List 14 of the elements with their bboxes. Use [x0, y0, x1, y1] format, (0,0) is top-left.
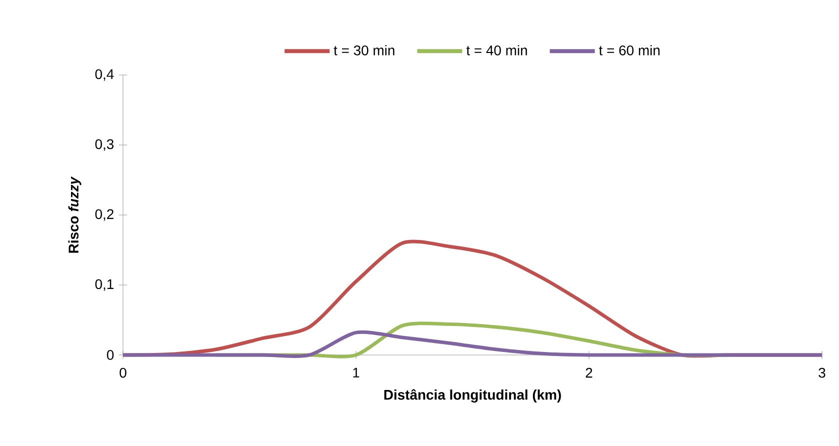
y-tick-label: 0 — [106, 350, 114, 360]
x-tick-label: 1 — [353, 368, 360, 378]
y-axis-title: Risco fuzzy — [68, 176, 82, 253]
y-tick-label: 0,1 — [95, 279, 114, 291]
y-tick-label: 0,4 — [95, 69, 114, 81]
x-tick-label: 3 — [818, 368, 826, 378]
legend-label: t = 60 min — [599, 45, 660, 56]
x-axis-title: Distância longitudinal (km) — [384, 389, 561, 403]
y-tick-label: 0,3 — [95, 139, 114, 151]
legend-label: t = 30 min — [334, 45, 394, 56]
x-tick-label: 2 — [586, 368, 592, 378]
legend-label: t = 40 min — [466, 45, 527, 56]
y-tick-label: 0,2 — [95, 209, 114, 221]
x-tick-label: 0 — [120, 368, 126, 378]
